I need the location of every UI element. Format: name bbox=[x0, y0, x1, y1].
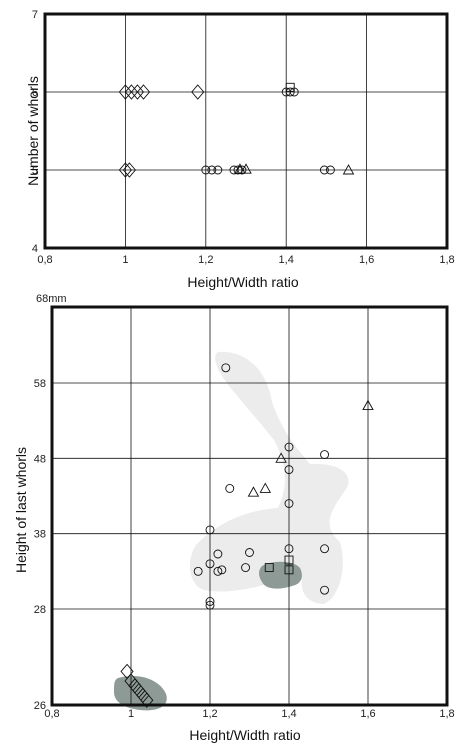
plot-1-frame bbox=[50, 305, 449, 707]
dark-envelope-diamond bbox=[114, 675, 167, 711]
plot-1-circle-point bbox=[193, 566, 203, 576]
plot-0-circle-point bbox=[237, 165, 247, 175]
plot-0-diamond-point bbox=[130, 84, 145, 100]
plot-1-square-point bbox=[284, 555, 294, 565]
plot-0-circle-point bbox=[233, 165, 243, 175]
bottom-x-axis-label: Height/Width ratio bbox=[189, 727, 300, 743]
plot-0-triangle-point bbox=[342, 164, 355, 175]
plot-0-diamond-point bbox=[124, 84, 139, 100]
plot-1-circle-point bbox=[320, 450, 329, 460]
plot-0-square-point bbox=[285, 82, 295, 92]
plot-1-circle-point bbox=[217, 565, 227, 575]
plot-1-circle-point bbox=[241, 563, 251, 573]
plot-1-circle-point bbox=[284, 499, 294, 508]
plot-0-diamond-point bbox=[118, 84, 132, 100]
top-y-axis-label: Number of whorls bbox=[25, 76, 41, 186]
plot-0-triangle-point bbox=[240, 163, 252, 174]
plot-1-triangle-point bbox=[362, 399, 374, 411]
plot-0-x-tick-label: 0,8 bbox=[37, 254, 52, 266]
plot-1: 0,8 1 1,2 1,4 1,6 1,8 26 28 38 48 58 bbox=[34, 305, 455, 720]
plot-0-diamond-point bbox=[122, 162, 137, 178]
plot-1-y-tick-label: 38 bbox=[34, 529, 46, 541]
dark-envelope-square bbox=[259, 561, 302, 589]
plot-0: 0,8 1 1,2 1,4 1,6 1,8 4 5 6 7 bbox=[32, 9, 455, 266]
plot-1-x-tick-label: 1,2 bbox=[202, 708, 217, 720]
plot-1-triangle-point bbox=[247, 486, 260, 497]
plot-0-diamond-point bbox=[136, 84, 151, 100]
plot-1-x-tick-label: 1 bbox=[128, 708, 134, 720]
plot-1-y-tick-label: 28 bbox=[34, 604, 46, 616]
plot-1-x-tick-label: 1,6 bbox=[360, 708, 375, 720]
bottom-y-unit-label: 68mm bbox=[36, 293, 67, 305]
plot-0-y-tick-label: 6 bbox=[32, 87, 38, 99]
plot-0-x-tick-label: 1 bbox=[122, 254, 128, 266]
plot-0-circle-point bbox=[201, 165, 211, 175]
plot-0-x-tick-label: 1,4 bbox=[279, 254, 294, 266]
plot-0-x-tick-label: 1,8 bbox=[439, 254, 454, 266]
plot-1-circle-point bbox=[320, 544, 329, 554]
plot-0-circle-point bbox=[213, 165, 223, 175]
plot-0-x-tick-label: 1,6 bbox=[359, 254, 374, 266]
plot-0-triangle-point bbox=[234, 163, 246, 174]
plot-1-circle-point bbox=[245, 548, 254, 557]
plot-1-y-tick-label: 48 bbox=[34, 453, 46, 465]
plot-1-circle-point bbox=[320, 585, 329, 595]
light-envelope-region bbox=[189, 351, 349, 604]
plot-1-circle-point bbox=[205, 600, 215, 610]
top-x-axis-label: Height/Width ratio bbox=[187, 274, 298, 290]
plot-0-circle-point bbox=[319, 165, 329, 175]
plot-0-circle-point bbox=[325, 165, 335, 175]
plot-1-x-tick-label: 0,8 bbox=[44, 708, 59, 720]
plot-1-triangle-point bbox=[259, 482, 272, 493]
plot-1-diamond-point bbox=[140, 692, 154, 708]
plot-1-circle-point bbox=[213, 566, 223, 576]
bottom-y-axis-label: Height of last whorls bbox=[13, 447, 29, 573]
plot-1-square-point bbox=[284, 565, 294, 575]
plot-1-triangle-point bbox=[275, 452, 287, 463]
plot-0-y-tick-label: 5 bbox=[32, 165, 38, 177]
lower-plot-shading bbox=[114, 351, 349, 711]
plot-0-y-tick-label: 7 bbox=[32, 9, 38, 21]
plot-1-circle-point bbox=[205, 525, 215, 535]
plot-1-circle-point bbox=[221, 363, 231, 373]
plot-0-diamond-point bbox=[191, 84, 205, 100]
plot-1-circle-point bbox=[213, 549, 223, 559]
plot-0-frame bbox=[43, 12, 449, 250]
plot-1-circle-point bbox=[205, 597, 215, 606]
plot-1-circle-point bbox=[225, 484, 235, 493]
plot-1-circle-point bbox=[284, 544, 294, 554]
plot-0-diamond-point bbox=[118, 162, 132, 178]
plot-0-x-tick-label: 1,2 bbox=[198, 254, 213, 266]
plot-1-circle-point bbox=[284, 465, 294, 475]
plot-1-circle-point bbox=[205, 559, 215, 569]
plot-1-x-tick-label: 1,4 bbox=[281, 708, 296, 720]
plot-0-y-tick-label: 4 bbox=[32, 243, 38, 255]
plot-1-y-tick-label: 26 bbox=[34, 700, 46, 712]
plot-0-circle-point bbox=[207, 165, 217, 175]
plot-1-x-tick-label: 1,8 bbox=[439, 708, 454, 720]
plot-0-circle-point bbox=[285, 87, 295, 97]
plot-1-circle-point bbox=[284, 442, 294, 452]
plot-1-square-point bbox=[264, 563, 274, 573]
plot-1-y-tick-label: 58 bbox=[34, 378, 46, 390]
